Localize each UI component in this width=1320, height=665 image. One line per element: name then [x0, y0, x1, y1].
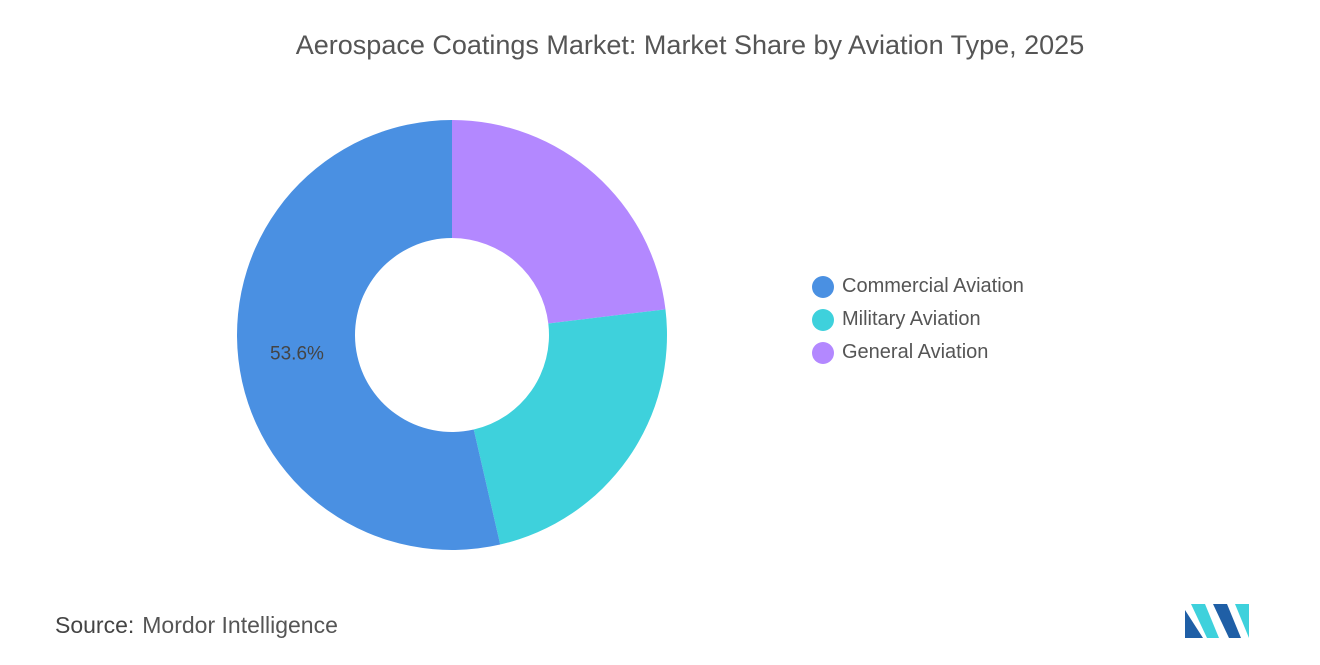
legend-item: Commercial Aviation	[812, 270, 1024, 303]
legend-item: General Aviation	[812, 336, 1024, 369]
data-label: 53.6%	[270, 344, 324, 365]
legend: Commercial Aviation Military Aviation Ge…	[812, 270, 1024, 369]
legend-label: Military Aviation	[842, 308, 981, 330]
legend-label: General Aviation	[842, 341, 989, 363]
chart-title: Aerospace Coatings Market: Market Share …	[295, 30, 1085, 60]
mordor-logo	[1185, 604, 1249, 638]
legend-swatch	[812, 275, 834, 298]
slice-military-aviation	[473, 309, 668, 545]
source-note: Source: Mordor Intelligence	[55, 612, 338, 639]
slice-general-aviation	[452, 120, 666, 324]
legend-swatch	[812, 308, 834, 331]
legend-swatch	[812, 341, 834, 364]
legend-label: Commercial Aviation	[842, 275, 1024, 297]
source-label: Source:	[55, 612, 135, 638]
source-value: Mordor Intelligence	[142, 612, 338, 638]
slice-commercial-aviation	[236, 120, 501, 550]
legend-item: Military Aviation	[812, 303, 1024, 336]
